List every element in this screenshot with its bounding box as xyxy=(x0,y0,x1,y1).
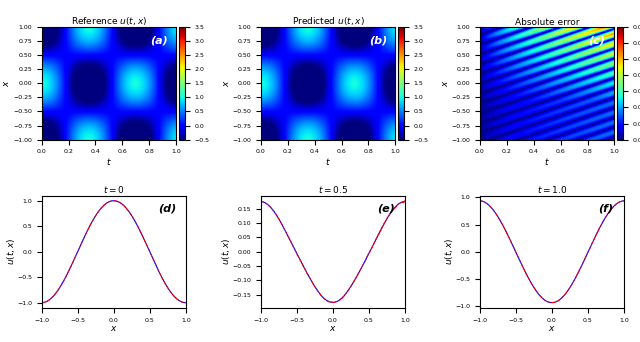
Y-axis label: $x$: $x$ xyxy=(221,80,230,87)
X-axis label: $x$: $x$ xyxy=(548,324,556,333)
Text: (e): (e) xyxy=(377,203,395,213)
Text: (d): (d) xyxy=(158,203,176,213)
Title: $t=0.5$: $t=0.5$ xyxy=(317,184,348,195)
X-axis label: $t$: $t$ xyxy=(544,156,550,167)
Y-axis label: $x$: $x$ xyxy=(3,80,12,87)
Title: $t=0$: $t=0$ xyxy=(103,184,125,195)
Title: Reference $u(t,x)$: Reference $u(t,x)$ xyxy=(71,15,147,27)
X-axis label: $t$: $t$ xyxy=(106,156,112,167)
Title: Absolute error: Absolute error xyxy=(515,17,579,27)
Y-axis label: $u(t,x)$: $u(t,x)$ xyxy=(220,238,232,265)
Y-axis label: $u(t,x)$: $u(t,x)$ xyxy=(443,238,455,265)
X-axis label: $t$: $t$ xyxy=(325,156,331,167)
X-axis label: $x$: $x$ xyxy=(329,324,337,333)
Y-axis label: $x$: $x$ xyxy=(441,80,450,87)
Text: (b): (b) xyxy=(369,35,387,45)
Text: (f): (f) xyxy=(598,203,613,213)
X-axis label: $x$: $x$ xyxy=(110,324,118,333)
Text: (c): (c) xyxy=(589,35,605,45)
Title: $t=1.0$: $t=1.0$ xyxy=(537,184,567,195)
Text: (a): (a) xyxy=(150,35,168,45)
Y-axis label: $u(t,x)$: $u(t,x)$ xyxy=(5,238,17,265)
Title: Predicted $u(t,x)$: Predicted $u(t,x)$ xyxy=(292,15,365,27)
